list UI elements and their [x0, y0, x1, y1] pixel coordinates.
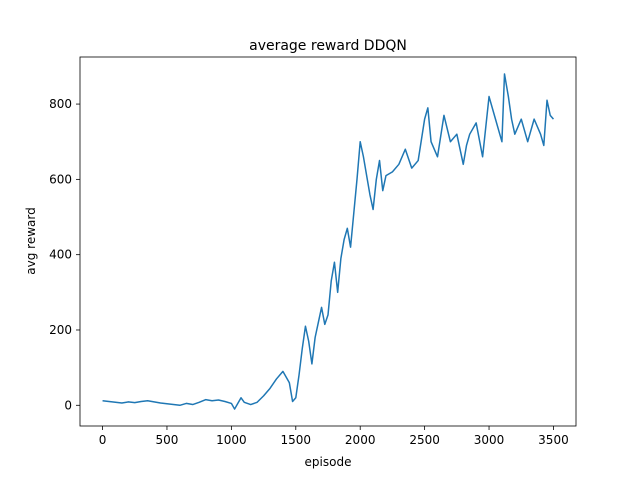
- x-tick-label: 3000: [474, 433, 505, 447]
- x-tick-label: 1500: [281, 433, 312, 447]
- plot-frame: [79, 56, 577, 427]
- x-tick-label: 0: [99, 433, 107, 447]
- y-tick-label: 400: [49, 248, 72, 262]
- y-axis-title: avg reward: [24, 207, 38, 274]
- x-tick-label: 500: [156, 433, 179, 447]
- series-line-0: [102, 73, 555, 410]
- x-axis-ticks: 0 500 1000 1500 2000 2500 3000 3500: [99, 426, 569, 447]
- x-tick-label: 1000: [216, 433, 247, 447]
- y-tick-label: 0: [64, 398, 72, 412]
- plot-area-background: [80, 57, 576, 426]
- y-tick-label: 800: [49, 97, 72, 111]
- y-axis-ticks: 0 200 400 600 800: [49, 97, 80, 412]
- y-tick-label: 200: [49, 323, 72, 337]
- chart-title: average reward DDQN: [249, 38, 407, 54]
- x-tick-label: 3500: [538, 433, 569, 447]
- x-tick-label: 2000: [345, 433, 376, 447]
- x-tick-label: 2500: [409, 433, 440, 447]
- y-tick-label: 600: [49, 172, 72, 186]
- x-axis-title: episode: [305, 455, 352, 469]
